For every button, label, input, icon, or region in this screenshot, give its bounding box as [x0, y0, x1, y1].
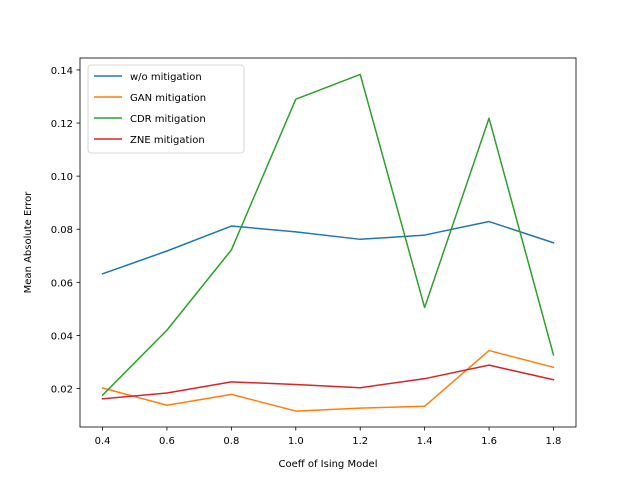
- y-tick-label: 0.12: [51, 119, 73, 130]
- x-tick-label: 1.0: [288, 436, 304, 447]
- x-tick-label: 1.2: [352, 436, 368, 447]
- y-tick-label: 0.08: [51, 225, 73, 236]
- y-tick-label: 0.02: [51, 385, 73, 396]
- x-tick-label: 0.8: [223, 436, 239, 447]
- series-layer: [101, 73, 555, 412]
- y-tick-label: 0.06: [51, 278, 73, 289]
- y-tick-label: 0.04: [51, 331, 73, 342]
- x-tick-label: 0.4: [95, 436, 111, 447]
- legend-label: ZNE mitigation: [130, 135, 205, 146]
- series-line-gan-mitigation: [101, 349, 555, 412]
- legend-label: CDR mitigation: [130, 114, 206, 125]
- axes-frame: [79, 57, 577, 428]
- legend-label: w/o mitigation: [130, 72, 202, 83]
- x-axis-ticks: 0.4 0.6 0.8 1.0 1.2 1.4 1.6 1.8: [95, 427, 562, 447]
- series-line-w-o-mitigation: [101, 220, 555, 275]
- series-line-cdr-mitigation: [101, 73, 555, 397]
- legend-box: [87, 64, 245, 154]
- legend-label: GAN mitigation: [130, 93, 206, 104]
- y-tick-label: 0.10: [51, 172, 73, 183]
- x-tick-label: 1.4: [417, 436, 433, 447]
- x-axis-label: Coeff of Ising Model: [279, 459, 378, 470]
- series-line-zne-mitigation: [101, 364, 555, 400]
- x-tick-label: 1.8: [546, 436, 562, 447]
- y-axis-label: Mean Absolute Error: [23, 191, 34, 294]
- x-tick-label: 1.6: [481, 436, 497, 447]
- x-tick-label: 0.6: [159, 436, 175, 447]
- y-tick-label: 0.14: [51, 66, 73, 77]
- y-axis-ticks: 0.02 0.04 0.06 0.08 0.10 0.12 0.14: [51, 66, 80, 396]
- legend: w/o mitigation GAN mitigation CDR mitigati…: [87, 64, 245, 154]
